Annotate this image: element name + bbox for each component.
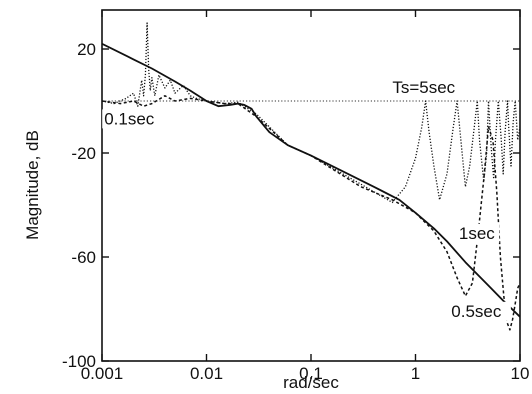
x-tick-label: 10 [511,364,530,383]
y-tick-label: 20 [77,40,96,59]
annotation-bg-3 [449,301,511,321]
annotation-label: Ts=5sec [392,78,455,97]
y-tick-label: -100 [62,352,96,371]
y-axis-label: Magnitude, dB [23,130,42,240]
x-tick-label: 0.01 [190,364,223,383]
labels-layer: 0.001 0.01 0.1 1 10 20 -20 -60 -100 [62,40,529,383]
series-solid-line [102,42,520,318]
x-axis-label: rad/sec [283,373,339,392]
series-dotted-line [102,22,520,204]
x-tick-label: 1 [411,364,420,383]
annotation-bg-0 [390,78,462,98]
annotation-label: 1sec [459,224,495,243]
y-tick-label: -60 [71,248,96,267]
x-tick-label: 0.1 [299,364,323,383]
series-layer [102,22,520,331]
annotation-bg-1 [102,109,164,129]
series-dashed-line [102,95,520,331]
annotation-bg-2 [456,223,500,243]
annotation-label: 0.1sec [104,109,155,128]
annotation-label: 0.5sec [451,302,502,321]
ticks-layer [101,10,521,362]
x-tick-label: 0.001 [81,364,124,383]
y-tick-label: -20 [71,144,96,163]
annotations-layer: Ts=5sec 0.1sec 1sec 0.5sec [102,78,511,321]
